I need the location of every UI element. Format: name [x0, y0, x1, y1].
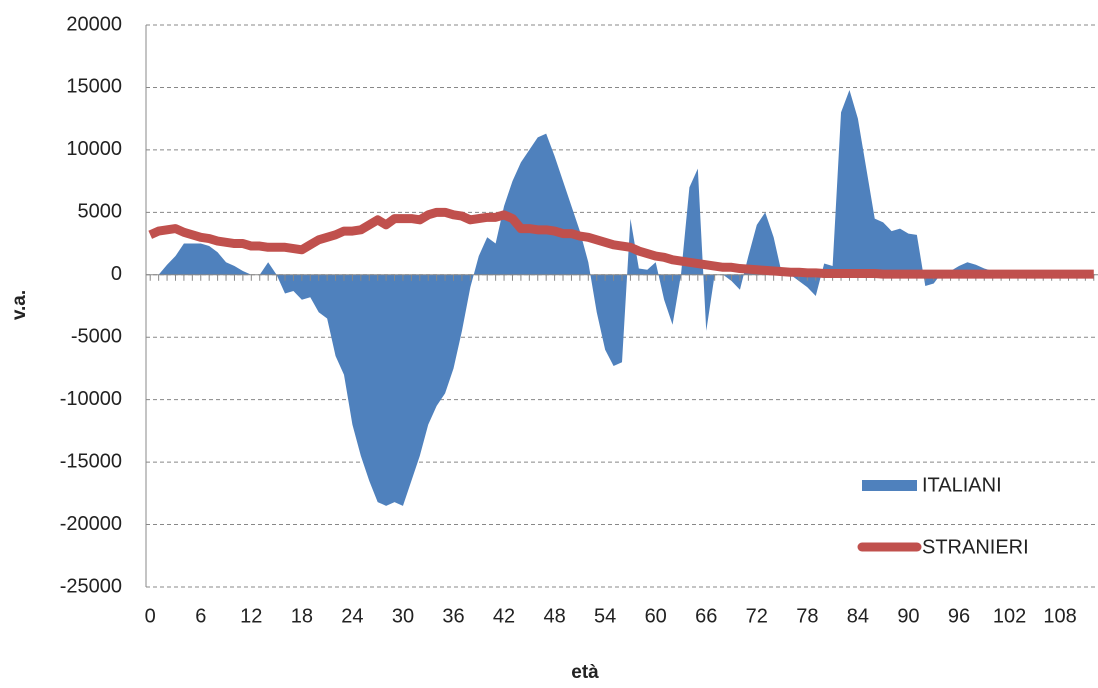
x-tick-label: 36 — [442, 605, 464, 627]
y-tick-label: -20000 — [60, 513, 122, 535]
x-tick-label: 102 — [993, 605, 1026, 627]
x-tick-label: 78 — [796, 605, 818, 627]
x-tick-label: 18 — [291, 605, 313, 627]
x-tick-label: 60 — [645, 605, 667, 627]
y-axis-title: v.a. — [9, 290, 30, 320]
x-tick-label: 96 — [948, 605, 970, 627]
y-tick-label: -15000 — [60, 450, 122, 472]
x-tick-label: 12 — [240, 605, 262, 627]
y-tick-label: 10000 — [66, 138, 122, 160]
y-tick-label: -10000 — [60, 388, 122, 410]
x-tick-label: 72 — [746, 605, 768, 627]
y-tick-label: -25000 — [60, 575, 122, 597]
legend-label: STRANIERI — [922, 536, 1029, 558]
y-tick-label: 20000 — [66, 13, 122, 35]
x-tick-label: 24 — [341, 605, 363, 627]
x-tick-label: 90 — [897, 605, 919, 627]
legend-label: ITALIANI — [922, 474, 1002, 496]
x-tick-label: 30 — [392, 605, 414, 627]
x-tick-label: 48 — [543, 605, 565, 627]
x-axis-title: età — [571, 662, 599, 683]
x-tick-label: 108 — [1043, 605, 1076, 627]
x-tick-label: 42 — [493, 605, 515, 627]
area — [150, 89, 1094, 506]
x-tick-label: 6 — [195, 605, 206, 627]
legend-swatch — [862, 480, 917, 491]
y-tick-label: 0 — [111, 263, 122, 285]
y-tick-label: 15000 — [66, 76, 122, 98]
x-tick-label: 54 — [594, 605, 616, 627]
x-tick-label: 84 — [847, 605, 869, 627]
x-tick-label: 0 — [145, 605, 156, 627]
y-tick-label: 5000 — [78, 201, 123, 223]
line — [148, 207, 1094, 279]
y-tick-label: -5000 — [71, 326, 122, 348]
x-tick-label: 66 — [695, 605, 717, 627]
